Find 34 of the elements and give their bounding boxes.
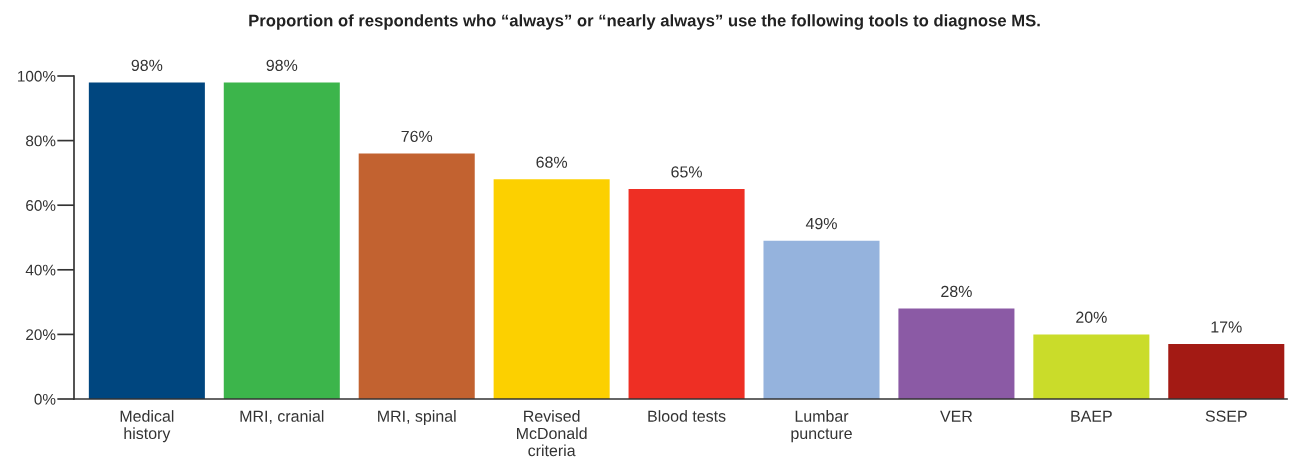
x-tick-label: MRI, spinal <box>378 410 456 425</box>
data-label: 17% <box>1211 321 1242 333</box>
bar <box>1168 344 1285 399</box>
data-label: 49% <box>805 217 837 230</box>
data-label: 76% <box>401 130 433 143</box>
x-tick-label: Blood tests <box>648 410 726 422</box>
x-tick-label: MRI, cranial <box>240 410 324 424</box>
data-label: 28% <box>941 285 972 298</box>
y-tick-label: 80% <box>26 135 56 147</box>
bar <box>628 189 745 399</box>
y-tick-label: 60% <box>26 200 56 211</box>
x-tick-label: SSEP <box>1205 410 1247 422</box>
data-label: 20% <box>1076 311 1107 323</box>
data-label: 68% <box>536 156 568 168</box>
x-tick-label: Revised McDonald criteria <box>517 410 587 457</box>
y-tick-label: 20% <box>26 329 56 341</box>
bar <box>1033 334 1150 399</box>
y-tick-label: 0% <box>34 393 56 405</box>
data-label: 98% <box>131 59 163 71</box>
bar <box>493 179 610 399</box>
bar <box>358 153 475 399</box>
y-tick-label: 100% <box>18 70 56 82</box>
data-label: 98% <box>266 59 298 71</box>
bar <box>223 82 340 399</box>
x-tick-label: Medical history <box>120 410 174 443</box>
data-label: 65% <box>671 166 702 178</box>
x-tick-label: Lumbar puncture <box>791 410 852 443</box>
y-tick-label: 40% <box>25 264 56 276</box>
bar <box>88 82 205 399</box>
bar <box>763 240 880 399</box>
bar <box>898 308 1015 399</box>
x-tick-label: BAEP <box>1071 410 1112 422</box>
chart-title: Proportion of respondents who “always” or “nearly always” use the following tools to diagnose MS. <box>249 14 1040 30</box>
x-tick-label: VER <box>940 410 973 422</box>
